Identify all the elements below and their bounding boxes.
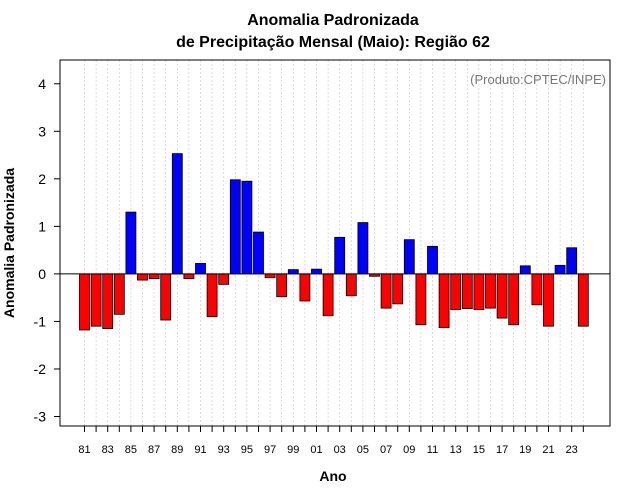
x-tick-label: 15 bbox=[473, 444, 485, 456]
x-axis-label: Ano bbox=[319, 468, 346, 484]
bar-13 bbox=[450, 273, 462, 310]
credit-label: (Produto:CPTEC/INPE) bbox=[470, 72, 606, 87]
bar-98 bbox=[276, 273, 288, 298]
bar-04 bbox=[345, 273, 357, 297]
bar-92 bbox=[206, 273, 218, 318]
x-tick-label: 99 bbox=[287, 444, 299, 456]
x-tick-label: 01 bbox=[310, 444, 322, 456]
chart-title-line2: de Precipitação Mensal (Maio): Região 62 bbox=[176, 34, 490, 51]
x-tick-label: 83 bbox=[102, 444, 114, 456]
x-tick-label: 23 bbox=[566, 444, 578, 456]
bar-91 bbox=[195, 263, 206, 275]
y-tick-label: -2 bbox=[34, 361, 47, 377]
y-tick-label: 2 bbox=[38, 171, 46, 187]
x-tick-label: 21 bbox=[542, 444, 554, 456]
bar-85 bbox=[125, 211, 137, 275]
bar-16 bbox=[485, 273, 496, 309]
grid-lines bbox=[84, 60, 584, 426]
bar-11 bbox=[427, 245, 438, 275]
y-tick-label: 1 bbox=[38, 218, 46, 234]
x-tick-label: 91 bbox=[194, 444, 206, 456]
bar-95 bbox=[241, 180, 253, 275]
bar-99 bbox=[287, 269, 299, 275]
y-tick-label: 0 bbox=[38, 266, 46, 282]
bar-01 bbox=[311, 268, 322, 275]
y-tick-label: -1 bbox=[34, 313, 47, 329]
x-tick-label: 85 bbox=[125, 444, 137, 456]
x-tick-label: 87 bbox=[148, 444, 160, 456]
y-axis: -3 -2 -1 0 1 2 3 4 bbox=[34, 76, 60, 424]
bar-93 bbox=[218, 273, 230, 285]
y-tick-label: 4 bbox=[38, 76, 46, 92]
x-tick-label: 89 bbox=[171, 444, 183, 456]
bar-17 bbox=[496, 273, 508, 319]
y-tick-label: 3 bbox=[38, 123, 46, 139]
y-axis-label: Anomalia Padronizada bbox=[1, 168, 17, 318]
x-tick-label: 93 bbox=[218, 444, 230, 456]
x-tick-label: 03 bbox=[334, 444, 346, 456]
bar-15 bbox=[473, 273, 485, 310]
y-tick-label: -3 bbox=[34, 408, 47, 424]
bar-96 bbox=[253, 231, 264, 275]
bar-22 bbox=[554, 264, 566, 275]
bars-group bbox=[79, 153, 589, 331]
bar-24 bbox=[577, 273, 589, 327]
x-tick-label: 05 bbox=[357, 444, 369, 456]
x-tick-label: 95 bbox=[241, 444, 253, 456]
bar-14 bbox=[461, 273, 473, 309]
bar-08 bbox=[392, 273, 404, 305]
x-tick-label: 11 bbox=[427, 444, 438, 456]
x-tick-label: 97 bbox=[264, 444, 276, 456]
bar-20 bbox=[531, 273, 543, 306]
bar-86 bbox=[137, 273, 148, 281]
bar-18 bbox=[508, 273, 520, 326]
bar-05 bbox=[357, 222, 369, 275]
plot-frame bbox=[59, 59, 611, 427]
bar-23 bbox=[566, 247, 578, 275]
bar-00 bbox=[299, 273, 311, 302]
bar-19 bbox=[519, 265, 531, 275]
x-tick-label: 19 bbox=[519, 444, 531, 456]
bar-88 bbox=[160, 273, 172, 321]
chart-title-line1: Anomalia Padronizada bbox=[247, 12, 419, 29]
x-tick-label: 09 bbox=[403, 444, 415, 456]
bar-02 bbox=[322, 273, 334, 317]
bar-84 bbox=[113, 273, 125, 315]
x-tick-label: 07 bbox=[380, 444, 392, 456]
bar-83 bbox=[102, 273, 114, 329]
x-tick-label: 17 bbox=[496, 444, 508, 456]
bar-10 bbox=[415, 273, 427, 326]
bar-94 bbox=[229, 179, 241, 275]
bar-21 bbox=[543, 273, 554, 327]
x-axis: 81 83 85 87 89 91 93 95 97 99 01 03 05 07 09 11 13 15 17 19… bbox=[78, 426, 584, 456]
bar-89 bbox=[171, 153, 183, 275]
bar-12 bbox=[438, 273, 450, 329]
bar-97 bbox=[264, 273, 276, 279]
bar-09 bbox=[403, 239, 415, 275]
x-tick-label: 81 bbox=[78, 444, 90, 456]
bar-90 bbox=[183, 273, 195, 280]
bar-07 bbox=[380, 273, 392, 309]
x-tick-label: 13 bbox=[450, 444, 462, 456]
bar-03 bbox=[334, 236, 346, 275]
bar-82 bbox=[90, 273, 102, 327]
bar-81 bbox=[79, 273, 90, 331]
bar-87 bbox=[148, 273, 160, 280]
